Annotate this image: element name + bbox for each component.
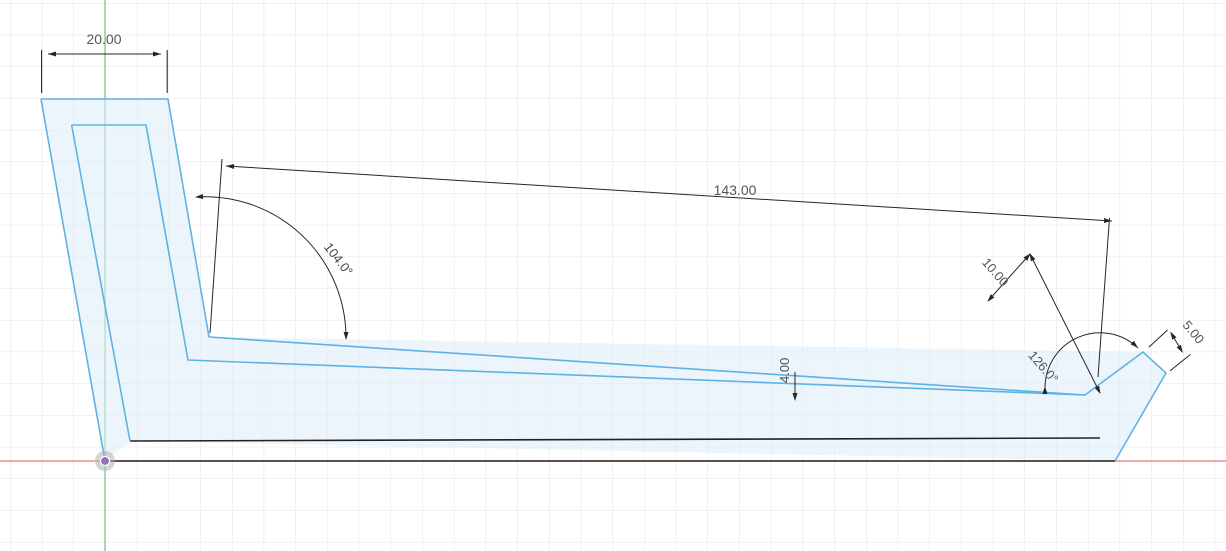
svg-text:143.00: 143.00 — [714, 182, 757, 198]
svg-text:4.00: 4.00 — [777, 358, 792, 383]
svg-text:20.00: 20.00 — [86, 31, 121, 47]
